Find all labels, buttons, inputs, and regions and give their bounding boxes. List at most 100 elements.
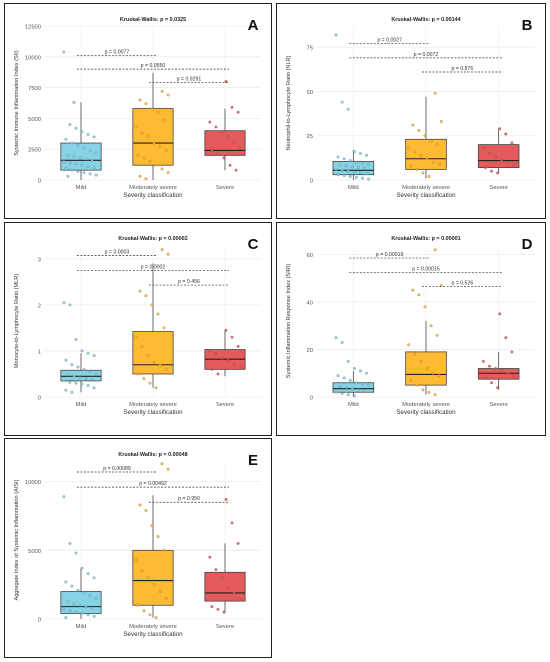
data-point (336, 155, 340, 159)
data-point (340, 100, 344, 104)
data-point (80, 382, 84, 386)
data-point (437, 162, 441, 166)
data-point (76, 169, 80, 173)
data-point (226, 358, 230, 362)
data-point (134, 558, 138, 562)
y-tick-label: 60 (307, 253, 313, 259)
data-point (334, 336, 338, 340)
data-point (494, 367, 498, 370)
data-point (150, 303, 154, 307)
data-point (64, 580, 68, 584)
data-point (352, 150, 356, 154)
data-point (417, 129, 421, 132)
comparison-label: p = 0.0072 (414, 52, 439, 58)
data-point (411, 123, 415, 127)
data-point (510, 141, 514, 145)
data-point (346, 107, 350, 111)
data-point (166, 171, 170, 175)
data-point (94, 372, 98, 376)
data-point (138, 98, 142, 102)
y-tick-label: 20 (307, 348, 313, 354)
data-point (352, 170, 356, 174)
data-point (86, 165, 90, 168)
data-point (162, 119, 166, 123)
comparison-label: p = 0.876 (451, 66, 473, 72)
x-tick-label: Severe (216, 185, 234, 191)
data-point (220, 576, 224, 580)
data-point (80, 612, 84, 615)
data-point (142, 156, 146, 160)
data-point (361, 382, 364, 386)
y-tick-label: 5000 (28, 117, 41, 123)
data-point (484, 166, 487, 170)
chart-panel-d: 0 20 40 60 Systemic Inflammation Response In… (276, 222, 546, 436)
data-point (136, 603, 140, 607)
y-axis-label: Aggregate Index of Systemic Inflammation… (14, 479, 20, 600)
data-point (62, 379, 66, 383)
data-point (64, 358, 68, 362)
data-point (367, 162, 370, 166)
data-point (68, 380, 72, 384)
chart-svg: 0 20 40 60 Systemic Inflammation Response In… (286, 236, 535, 416)
y-tick-label: 2 (38, 303, 41, 309)
y-tick-label: 12500 (25, 25, 41, 31)
data-point (407, 146, 411, 150)
data-point (208, 349, 212, 353)
data-point (338, 163, 342, 167)
data-point (496, 171, 500, 175)
data-point (156, 535, 160, 538)
x-axis-label: Severity classification (396, 192, 456, 199)
data-point (166, 252, 170, 256)
data-point (80, 349, 84, 353)
data-point (411, 288, 415, 292)
y-tick-label: 0 (310, 396, 313, 402)
box-mild (60, 591, 102, 614)
y-axis-label: Systemic Inflammation Response Index (SI… (286, 264, 292, 379)
data-point (336, 374, 340, 378)
data-point (214, 125, 218, 129)
data-point (216, 372, 220, 376)
data-point (72, 155, 76, 158)
data-point (164, 367, 168, 371)
data-point (367, 177, 370, 181)
data-point (62, 301, 66, 304)
data-point (510, 350, 514, 354)
data-point (409, 164, 413, 168)
chart-panel-e: 0 5000 10000 Aggregate Index of Systemic In… (4, 438, 272, 658)
chart-panel-b: 0 25 50 75 Neutrophil-to-Lymphocyte Ratio (N… (276, 3, 546, 219)
data-point (82, 171, 86, 175)
data-point (236, 344, 240, 348)
data-point (357, 166, 360, 170)
chart-svg: 0 25 50 75 Neutrophil-to-Lymphocyte Ratio (N… (286, 17, 535, 199)
data-point (160, 167, 164, 171)
data-point (429, 139, 433, 143)
data-point (84, 157, 88, 161)
data-point (164, 149, 168, 152)
data-point (86, 613, 90, 617)
comparison-label: p = 0.9291 (177, 77, 202, 83)
data-point (336, 173, 340, 177)
data-point (94, 151, 98, 155)
data-point (82, 367, 86, 371)
x-axis-label: Severity classification (123, 631, 183, 638)
chart-panel-a: 0 2500 5000 7500 10000 12500 Systemic Immune I… (4, 3, 272, 219)
data-point (78, 376, 82, 380)
data-point (216, 607, 220, 611)
box-moderately-severe (132, 108, 174, 166)
data-point (166, 93, 170, 97)
x-tick-label: Severe (489, 185, 507, 191)
chart-svg: 0 2500 5000 7500 10000 12500 Systemic Immune I… (14, 17, 261, 199)
box-severe (204, 571, 246, 602)
x-axis-label: Severity classification (123, 192, 183, 199)
data-point (413, 150, 417, 154)
data-point (72, 374, 76, 378)
data-point (222, 610, 226, 614)
data-point (152, 583, 156, 587)
data-point (152, 141, 156, 145)
data-point (136, 372, 140, 376)
data-point (488, 152, 491, 155)
data-point (433, 248, 437, 252)
data-point (494, 155, 498, 159)
data-point (344, 386, 348, 389)
data-point (62, 50, 66, 54)
